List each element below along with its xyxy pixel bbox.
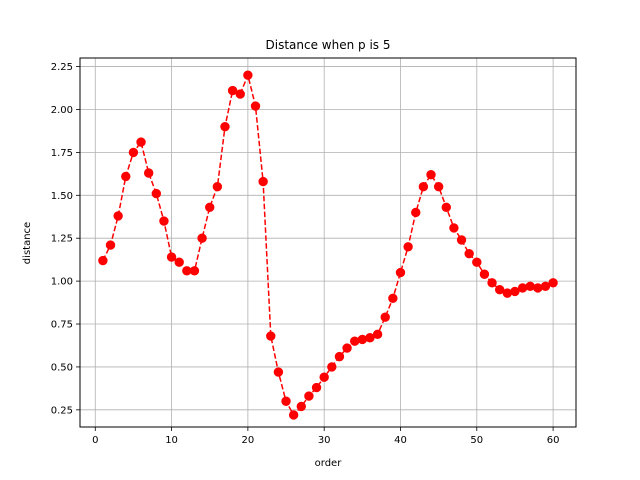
data-point [220, 121, 230, 132]
data-point [411, 207, 421, 218]
data-point [296, 401, 306, 412]
data-point [342, 343, 352, 353]
data-point [128, 147, 139, 158]
data-point [243, 70, 253, 80]
data-point [113, 211, 123, 221]
data-point [159, 216, 169, 226]
data-point [311, 382, 322, 393]
x-tick-label: 60 [547, 435, 560, 446]
y-tick-label: 1.25 [51, 234, 73, 245]
data-point [487, 278, 497, 288]
data-point [357, 334, 368, 345]
data-point [449, 223, 459, 233]
data-point [98, 255, 108, 266]
data-point [288, 410, 299, 420]
series-line [102, 72, 554, 417]
x-tick-label: 40 [394, 435, 407, 446]
plot-frame [79, 57, 577, 428]
y-axis: 0.25 0.50 0.75 1.00 1.25 1.50 1.75 2.00 2.25 [51, 62, 80, 416]
y-tick-label: 0.25 [51, 405, 73, 416]
data-point [197, 233, 207, 243]
data-point [266, 331, 276, 341]
y-tick-label: 1.50 [51, 191, 73, 202]
series-group [98, 70, 558, 420]
grid [80, 58, 576, 427]
data-point [205, 202, 215, 213]
y-tick-label: 1.75 [51, 148, 73, 159]
data-point [433, 182, 444, 192]
data-point [372, 329, 383, 340]
x-tick-label: 0 [92, 435, 98, 446]
x-axis-label: order [315, 458, 343, 469]
data-point [472, 257, 482, 267]
data-point [548, 278, 558, 288]
data-point [212, 182, 223, 192]
data-point [533, 283, 543, 293]
data-point [327, 362, 337, 372]
chart-title: Distance when p is 5 [266, 38, 391, 52]
data-point [235, 89, 245, 99]
data-point [464, 248, 474, 259]
data-point [403, 242, 413, 252]
data-point [121, 171, 131, 182]
y-tick-label: 1.00 [51, 277, 73, 288]
data-point [441, 202, 451, 213]
y-tick-label: 0.75 [51, 320, 73, 331]
x-tick-label: 30 [318, 435, 331, 446]
data-point [151, 188, 162, 199]
data-point [525, 281, 535, 291]
data-point [380, 312, 390, 322]
data-point [174, 257, 184, 267]
data-point [479, 269, 490, 279]
data-point [136, 137, 146, 147]
data-point [517, 283, 528, 293]
data-point [166, 252, 177, 262]
data-point [250, 101, 261, 111]
data-point [334, 351, 345, 362]
x-tick-label: 20 [242, 435, 255, 446]
data-point [510, 286, 520, 297]
data-point [456, 235, 467, 245]
data-point [227, 85, 238, 96]
data-point [418, 182, 429, 192]
data-point [502, 288, 513, 298]
data-point [350, 336, 360, 346]
data-point [319, 372, 329, 382]
data-point [426, 170, 436, 180]
y-tick-label: 0.50 [51, 362, 73, 373]
y-tick-label: 2.25 [51, 62, 73, 73]
data-point [105, 240, 116, 250]
x-tick-label: 50 [470, 435, 483, 446]
y-tick-label: 2.00 [51, 105, 73, 116]
data-point [494, 284, 505, 295]
x-axis: 0 10 20 30 40 50 60 [92, 427, 559, 446]
data-point [281, 396, 291, 406]
data-point [395, 267, 406, 278]
data-point [189, 266, 200, 276]
data-point [388, 293, 398, 303]
data-point [258, 176, 268, 187]
data-point [365, 333, 375, 343]
data-point [540, 281, 551, 291]
data-point [304, 391, 314, 401]
y-axis-label: distance [22, 222, 33, 264]
data-point [273, 367, 284, 377]
x-tick-label: 10 [165, 435, 178, 446]
data-point [143, 168, 154, 178]
